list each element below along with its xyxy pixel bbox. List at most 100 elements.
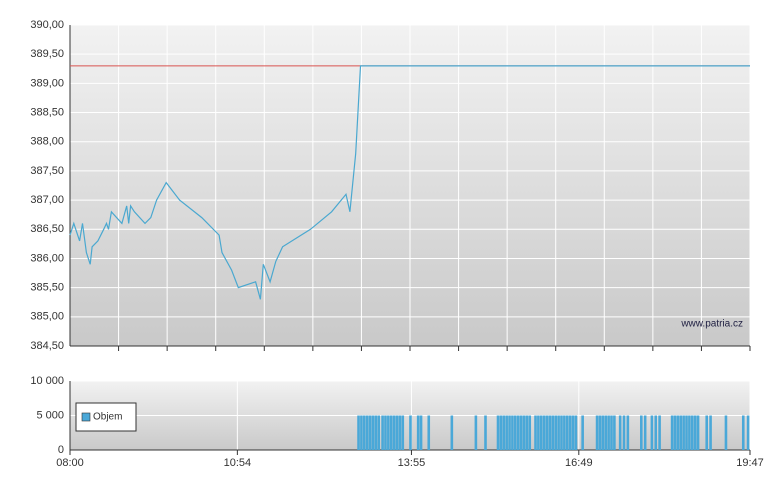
volume-bar xyxy=(534,415,537,450)
x-tick-label: 16:49 xyxy=(565,457,593,469)
volume-bar xyxy=(565,415,569,450)
volume-bar xyxy=(607,415,610,450)
volume-bar xyxy=(581,415,584,450)
y-tick-label: 385,00 xyxy=(30,311,64,323)
volume-bar xyxy=(381,415,384,450)
volume-bar xyxy=(650,415,654,450)
volume-bar xyxy=(519,415,523,450)
volume-bar xyxy=(563,415,566,450)
x-tick-label: 19:47 xyxy=(736,457,764,469)
volume-bar xyxy=(618,415,622,450)
volume-bar xyxy=(511,415,514,450)
volume-bar xyxy=(528,415,532,450)
volume-bar xyxy=(746,415,750,450)
volume-bar xyxy=(357,415,360,450)
volume-bar xyxy=(626,415,630,450)
volume-bar xyxy=(598,415,602,450)
volume-bar xyxy=(610,415,613,450)
legend-swatch xyxy=(81,412,91,422)
volume-bar xyxy=(537,415,540,450)
volume-bar xyxy=(688,415,691,450)
volume-bar xyxy=(542,415,546,450)
y-tick-label: 385,50 xyxy=(30,282,64,294)
volume-bar xyxy=(693,415,697,450)
volume-bar xyxy=(654,415,658,450)
volume-bar xyxy=(682,415,685,450)
y-tick-label: 386,50 xyxy=(30,223,64,235)
volume-bar xyxy=(514,415,517,450)
volume-bar xyxy=(502,415,506,450)
volume-bar xyxy=(484,415,487,450)
y-tick-label: 5 000 xyxy=(36,409,64,421)
volume-bar xyxy=(690,415,694,450)
volume-bar xyxy=(525,415,529,450)
x-tick-label: 13:55 xyxy=(398,457,426,469)
volume-bar xyxy=(604,415,608,450)
y-tick-label: 388,00 xyxy=(30,136,64,148)
volume-bar xyxy=(696,415,700,450)
volume-bar xyxy=(560,415,563,450)
volume-bar xyxy=(371,415,375,450)
y-tick-label: 0 xyxy=(58,444,64,456)
volume-bar xyxy=(554,415,558,450)
volume-bar xyxy=(548,415,552,450)
volume-bar xyxy=(613,415,616,450)
volume-bar xyxy=(419,415,423,450)
y-tick-label: 387,50 xyxy=(30,165,64,177)
volume-bar xyxy=(709,415,712,450)
volume-bar xyxy=(395,415,399,450)
volume-bar xyxy=(389,415,393,450)
volume-bar xyxy=(595,415,599,450)
volume-bar xyxy=(643,415,647,450)
volume-bar xyxy=(387,415,390,450)
y-tick-label: 387,00 xyxy=(30,194,64,206)
y-tick-label: 386,00 xyxy=(30,252,64,264)
volume-bar xyxy=(377,415,381,450)
volume-bar xyxy=(401,415,405,450)
volume-bar xyxy=(409,415,412,450)
volume-bar xyxy=(545,415,549,450)
volume-bar xyxy=(679,415,683,450)
volume-bar xyxy=(640,415,643,450)
y-tick-label: 10 000 xyxy=(30,375,64,387)
volume-bar xyxy=(670,415,674,450)
price-line xyxy=(69,65,750,300)
volume-bar xyxy=(392,415,396,450)
volume-bar xyxy=(622,415,626,450)
y-tick-label: 389,50 xyxy=(30,48,64,60)
volume-bar xyxy=(551,415,555,450)
volume-bar xyxy=(450,415,454,450)
volume-bar xyxy=(398,415,402,450)
x-tick-label: 10:54 xyxy=(224,457,252,469)
y-tick-label: 388,50 xyxy=(30,106,64,118)
volume-bar xyxy=(724,415,728,450)
legend-label: Objem xyxy=(93,412,122,423)
volume-bar xyxy=(363,415,366,450)
volume-bar xyxy=(374,415,378,450)
y-tick-label: 389,00 xyxy=(30,77,64,89)
volume-bar xyxy=(516,415,520,450)
volume-bar xyxy=(474,415,478,450)
volume-bar xyxy=(368,415,372,450)
volume-bar xyxy=(427,415,431,450)
volume-bar xyxy=(685,415,688,450)
volume-bar xyxy=(557,415,560,450)
volume-bar xyxy=(571,415,575,450)
volume-bar xyxy=(499,415,503,450)
volume-bar xyxy=(360,415,363,450)
volume-bar xyxy=(539,415,543,450)
volume-bar xyxy=(705,415,709,450)
watermark: www.patria.cz xyxy=(680,319,743,330)
volume-bar xyxy=(496,415,500,450)
volume-bar xyxy=(601,415,605,450)
volume-bar xyxy=(384,415,387,450)
x-tick-label: 08:00 xyxy=(56,457,84,469)
volume-bar xyxy=(522,415,526,450)
volume-bar xyxy=(658,415,661,450)
volume-bar xyxy=(673,415,677,450)
volume-bar xyxy=(505,415,508,450)
volume-bar xyxy=(574,415,578,450)
volume-bar xyxy=(365,415,369,450)
y-tick-label: 390,00 xyxy=(30,19,64,31)
